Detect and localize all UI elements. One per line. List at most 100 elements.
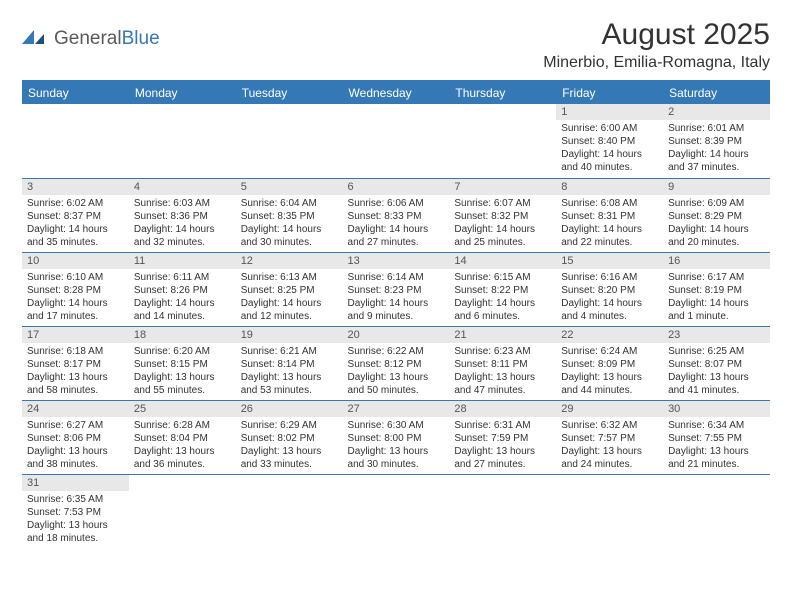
- calendar-cell: 3Sunrise: 6:02 AMSunset: 8:37 PMDaylight…: [22, 178, 129, 252]
- calendar-cell: 12Sunrise: 6:13 AMSunset: 8:25 PMDayligh…: [236, 252, 343, 326]
- day-number: 19: [236, 327, 343, 343]
- day-number: 26: [236, 401, 343, 417]
- calendar-cell: 10Sunrise: 6:10 AMSunset: 8:28 PMDayligh…: [22, 252, 129, 326]
- dayname-header: Tuesday: [236, 81, 343, 104]
- calendar-cell: 26Sunrise: 6:29 AMSunset: 8:02 PMDayligh…: [236, 400, 343, 474]
- day-details: Sunrise: 6:02 AMSunset: 8:37 PMDaylight:…: [22, 195, 129, 252]
- calendar-cell: 23Sunrise: 6:25 AMSunset: 8:07 PMDayligh…: [663, 326, 770, 400]
- calendar-cell: [343, 104, 450, 178]
- day-details: Sunrise: 6:13 AMSunset: 8:25 PMDaylight:…: [236, 269, 343, 326]
- day-details: Sunrise: 6:10 AMSunset: 8:28 PMDaylight:…: [22, 269, 129, 326]
- day-details: Sunrise: 6:27 AMSunset: 8:06 PMDaylight:…: [22, 417, 129, 474]
- day-details: Sunrise: 6:35 AMSunset: 7:53 PMDaylight:…: [22, 491, 129, 548]
- day-details: Sunrise: 6:04 AMSunset: 8:35 PMDaylight:…: [236, 195, 343, 252]
- calendar-cell: 11Sunrise: 6:11 AMSunset: 8:26 PMDayligh…: [129, 252, 236, 326]
- day-details: Sunrise: 6:21 AMSunset: 8:14 PMDaylight:…: [236, 343, 343, 400]
- day-details: Sunrise: 6:34 AMSunset: 7:55 PMDaylight:…: [663, 417, 770, 474]
- day-number: 12: [236, 253, 343, 269]
- calendar-cell: 30Sunrise: 6:34 AMSunset: 7:55 PMDayligh…: [663, 400, 770, 474]
- dayname-header: Saturday: [663, 81, 770, 104]
- day-number: 6: [343, 179, 450, 195]
- day-details: Sunrise: 6:06 AMSunset: 8:33 PMDaylight:…: [343, 195, 450, 252]
- calendar-cell: 20Sunrise: 6:22 AMSunset: 8:12 PMDayligh…: [343, 326, 450, 400]
- day-details: Sunrise: 6:01 AMSunset: 8:39 PMDaylight:…: [663, 120, 770, 177]
- day-details: Sunrise: 6:20 AMSunset: 8:15 PMDaylight:…: [129, 343, 236, 400]
- page-title: August 2025: [543, 18, 770, 52]
- day-number: 28: [449, 401, 556, 417]
- day-number: 22: [556, 327, 663, 343]
- calendar-cell: 5Sunrise: 6:04 AMSunset: 8:35 PMDaylight…: [236, 178, 343, 252]
- calendar-cell: 28Sunrise: 6:31 AMSunset: 7:59 PMDayligh…: [449, 400, 556, 474]
- logo: GeneralBlue: [22, 26, 160, 51]
- day-number: 9: [663, 179, 770, 195]
- day-number: 25: [129, 401, 236, 417]
- day-details: Sunrise: 6:22 AMSunset: 8:12 PMDaylight:…: [343, 343, 450, 400]
- day-details: Sunrise: 6:25 AMSunset: 8:07 PMDaylight:…: [663, 343, 770, 400]
- logo-text-1: General: [54, 28, 122, 49]
- calendar-cell: 9Sunrise: 6:09 AMSunset: 8:29 PMDaylight…: [663, 178, 770, 252]
- day-number: 7: [449, 179, 556, 195]
- calendar-cell: 17Sunrise: 6:18 AMSunset: 8:17 PMDayligh…: [22, 326, 129, 400]
- day-details: Sunrise: 6:11 AMSunset: 8:26 PMDaylight:…: [129, 269, 236, 326]
- day-number: 16: [663, 253, 770, 269]
- day-number: 18: [129, 327, 236, 343]
- dayname-header: Wednesday: [343, 81, 450, 104]
- day-number: 15: [556, 253, 663, 269]
- calendar-cell: [236, 474, 343, 548]
- day-number: 21: [449, 327, 556, 343]
- calendar-cell: 15Sunrise: 6:16 AMSunset: 8:20 PMDayligh…: [556, 252, 663, 326]
- calendar-cell: [449, 104, 556, 178]
- calendar-table: SundayMondayTuesdayWednesdayThursdayFrid…: [22, 80, 770, 548]
- location: Minerbio, Emilia-Romagna, Italy: [543, 54, 770, 72]
- calendar-cell: [129, 104, 236, 178]
- day-details: Sunrise: 6:23 AMSunset: 8:11 PMDaylight:…: [449, 343, 556, 400]
- calendar-cell: 1Sunrise: 6:00 AMSunset: 8:40 PMDaylight…: [556, 104, 663, 178]
- calendar-cell: 2Sunrise: 6:01 AMSunset: 8:39 PMDaylight…: [663, 104, 770, 178]
- calendar-cell: 14Sunrise: 6:15 AMSunset: 8:22 PMDayligh…: [449, 252, 556, 326]
- day-number: 27: [343, 401, 450, 417]
- calendar-cell: 22Sunrise: 6:24 AMSunset: 8:09 PMDayligh…: [556, 326, 663, 400]
- calendar-cell: [129, 474, 236, 548]
- calendar-cell: 8Sunrise: 6:08 AMSunset: 8:31 PMDaylight…: [556, 178, 663, 252]
- day-details: Sunrise: 6:00 AMSunset: 8:40 PMDaylight:…: [556, 120, 663, 177]
- calendar-cell: 13Sunrise: 6:14 AMSunset: 8:23 PMDayligh…: [343, 252, 450, 326]
- dayname-header: Sunday: [22, 81, 129, 104]
- calendar-cell: 21Sunrise: 6:23 AMSunset: 8:11 PMDayligh…: [449, 326, 556, 400]
- calendar-cell: [663, 474, 770, 548]
- day-number: 8: [556, 179, 663, 195]
- day-number: 20: [343, 327, 450, 343]
- day-number: 5: [236, 179, 343, 195]
- day-number: 29: [556, 401, 663, 417]
- day-details: Sunrise: 6:03 AMSunset: 8:36 PMDaylight:…: [129, 195, 236, 252]
- day-number: 11: [129, 253, 236, 269]
- day-details: Sunrise: 6:14 AMSunset: 8:23 PMDaylight:…: [343, 269, 450, 326]
- dayname-header: Thursday: [449, 81, 556, 104]
- calendar-cell: 27Sunrise: 6:30 AMSunset: 8:00 PMDayligh…: [343, 400, 450, 474]
- day-number: 2: [663, 104, 770, 120]
- day-number: 10: [22, 253, 129, 269]
- day-details: Sunrise: 6:29 AMSunset: 8:02 PMDaylight:…: [236, 417, 343, 474]
- day-details: Sunrise: 6:32 AMSunset: 7:57 PMDaylight:…: [556, 417, 663, 474]
- calendar-cell: [556, 474, 663, 548]
- day-details: Sunrise: 6:24 AMSunset: 8:09 PMDaylight:…: [556, 343, 663, 400]
- calendar-cell: [343, 474, 450, 548]
- day-details: Sunrise: 6:28 AMSunset: 8:04 PMDaylight:…: [129, 417, 236, 474]
- day-number: 4: [129, 179, 236, 195]
- calendar-cell: 4Sunrise: 6:03 AMSunset: 8:36 PMDaylight…: [129, 178, 236, 252]
- calendar-cell: 16Sunrise: 6:17 AMSunset: 8:19 PMDayligh…: [663, 252, 770, 326]
- day-details: Sunrise: 6:07 AMSunset: 8:32 PMDaylight:…: [449, 195, 556, 252]
- day-number: 23: [663, 327, 770, 343]
- day-number: 14: [449, 253, 556, 269]
- calendar-cell: 18Sunrise: 6:20 AMSunset: 8:15 PMDayligh…: [129, 326, 236, 400]
- day-number: 13: [343, 253, 450, 269]
- dayname-header: Friday: [556, 81, 663, 104]
- day-details: Sunrise: 6:09 AMSunset: 8:29 PMDaylight:…: [663, 195, 770, 252]
- calendar-cell: 25Sunrise: 6:28 AMSunset: 8:04 PMDayligh…: [129, 400, 236, 474]
- day-number: 1: [556, 104, 663, 120]
- calendar-cell: 6Sunrise: 6:06 AMSunset: 8:33 PMDaylight…: [343, 178, 450, 252]
- calendar-cell: 31Sunrise: 6:35 AMSunset: 7:53 PMDayligh…: [22, 474, 129, 548]
- day-details: Sunrise: 6:15 AMSunset: 8:22 PMDaylight:…: [449, 269, 556, 326]
- calendar-cell: [449, 474, 556, 548]
- calendar-cell: 29Sunrise: 6:32 AMSunset: 7:57 PMDayligh…: [556, 400, 663, 474]
- calendar-cell: 7Sunrise: 6:07 AMSunset: 8:32 PMDaylight…: [449, 178, 556, 252]
